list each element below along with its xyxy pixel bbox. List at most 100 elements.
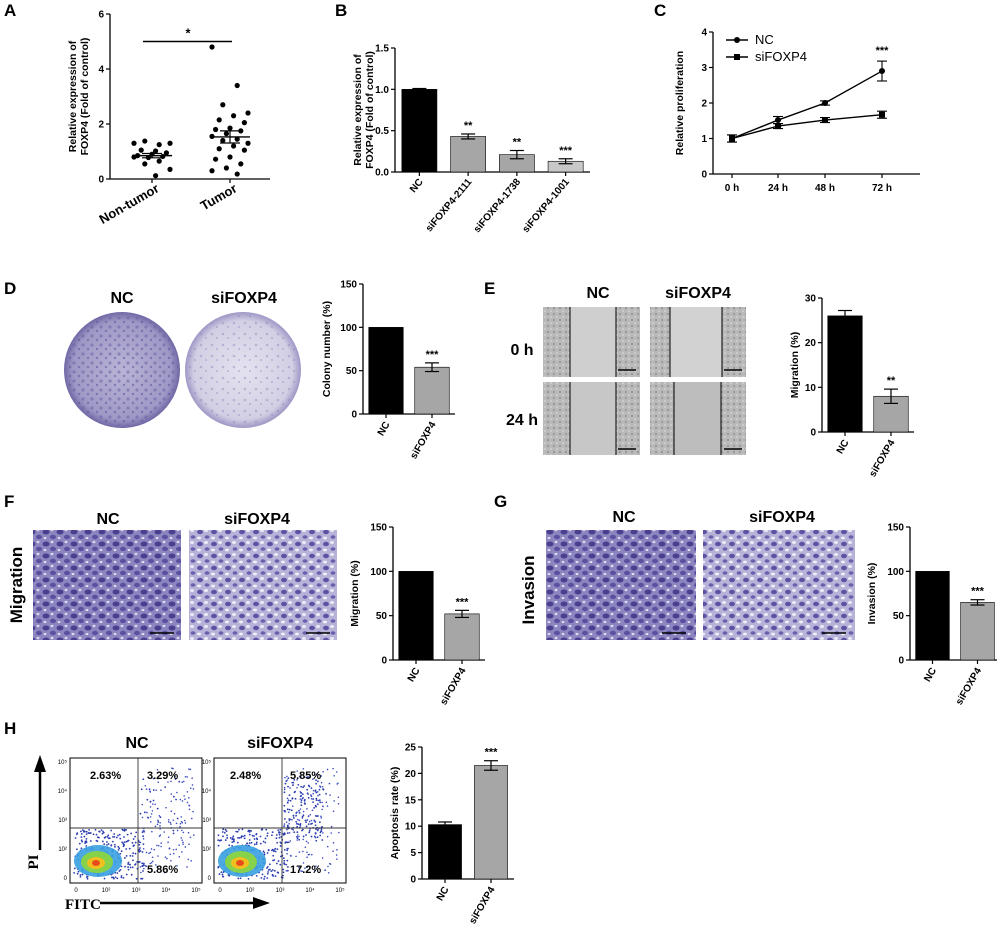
flow-si-event	[295, 855, 297, 858]
flow-nc-event	[175, 798, 177, 801]
flow-nc-event	[179, 822, 182, 825]
flow-nc-event	[157, 781, 160, 783]
flow-nc-event	[189, 836, 192, 839]
flow-nc-event	[131, 866, 134, 869]
flow-si-event	[255, 874, 258, 877]
flow-si-event	[327, 865, 329, 868]
flow-si-event	[315, 799, 318, 802]
flow-si-event	[338, 831, 340, 834]
flow-nc-event	[164, 856, 167, 858]
G-bar	[915, 571, 950, 661]
F-bar	[444, 613, 480, 661]
flow-si-event	[284, 810, 286, 813]
flow-si-event	[335, 854, 338, 856]
flow-nc-event	[117, 845, 120, 848]
chart-f-bar: 0 50 100 150 Migration (%) NC *** siFOXP4	[349, 523, 485, 707]
H-significance: ***	[485, 747, 499, 759]
flow-si-event	[291, 818, 293, 821]
flow-si-event	[300, 799, 303, 802]
flow-nc-event	[106, 836, 109, 838]
flow-si-event	[295, 812, 298, 814]
flow-nc-event	[166, 857, 168, 860]
flow-si-event	[300, 776, 302, 778]
flow-nc-event	[127, 863, 130, 865]
panel-letter-a: A	[4, 1, 16, 20]
flow-si-event	[218, 839, 221, 842]
flow-si-event	[282, 834, 285, 836]
flow-si-event	[282, 868, 285, 871]
flow-nc-event	[124, 865, 126, 868]
flow-nc-event	[182, 780, 185, 783]
flow-si-event	[278, 831, 280, 834]
flow-nc-event	[85, 833, 88, 836]
flow-nc-event	[103, 843, 106, 846]
flow-si-event	[326, 768, 329, 771]
flow-nc-event	[100, 829, 103, 832]
panel-letter-e: E	[484, 279, 495, 298]
flow-si-event	[271, 874, 274, 877]
C-y-tick-label: 4	[701, 28, 707, 39]
flow-nc-event	[141, 865, 144, 868]
G-bar	[960, 602, 995, 661]
A-point	[153, 173, 159, 179]
flow-nc-event	[141, 831, 144, 834]
flow-nc-event	[101, 840, 104, 843]
flow-si-event	[314, 832, 317, 834]
flow-nc-event	[102, 831, 105, 834]
flow-si-event	[321, 801, 323, 804]
B-x-tick-label: NC	[408, 177, 426, 195]
flow-nc-event	[139, 812, 142, 815]
flow-nc-event	[187, 831, 190, 834]
flow-nc-event	[106, 843, 108, 846]
G-x-tick-label: siFOXP4	[954, 666, 984, 707]
e-label-nc: NC	[586, 285, 610, 302]
flow-si-event	[302, 838, 304, 841]
flow-si-event	[287, 799, 290, 802]
flow-si-event	[289, 799, 292, 802]
flow-si-event	[319, 801, 322, 804]
flow-si-event	[302, 810, 305, 813]
flow-si-event	[236, 841, 239, 844]
flow-nc-event	[118, 847, 121, 850]
flow-nc-event	[167, 841, 169, 843]
A-point	[223, 165, 229, 171]
flow-si-event	[247, 877, 250, 880]
flow-si-event	[236, 830, 239, 833]
flow-nc-event	[182, 841, 184, 844]
flow-nc-event	[80, 847, 83, 850]
flow-nc-event	[86, 877, 89, 880]
flow-si-event	[314, 804, 317, 807]
flow-si-event	[283, 859, 286, 862]
flow-nc-event	[155, 864, 157, 866]
flow-nc-event	[73, 867, 76, 870]
flow-nc-event	[112, 876, 115, 879]
flow-si-event	[229, 837, 232, 839]
flow-si-event	[320, 781, 323, 784]
flow-si-event	[299, 823, 301, 826]
flow-si-event	[296, 831, 299, 834]
flow-si-event	[302, 814, 305, 817]
flow-nc-event	[178, 844, 180, 846]
flow-nc-event	[140, 788, 143, 791]
flow-si-event	[321, 808, 323, 811]
C-marker-square	[822, 117, 828, 124]
flow-nc-event	[98, 830, 101, 833]
chart-c-line: 0 1 2 3 4 Relative proliferation 0 h 24 h 48 h 72…	[674, 28, 920, 194]
flow-nc-event	[85, 876, 88, 878]
flow-si-event	[248, 833, 251, 836]
flow-si-y-tick-label: 10²	[202, 847, 211, 853]
flow-si-event	[303, 802, 306, 805]
flow-si-event	[304, 846, 307, 848]
flow-si-event	[315, 839, 318, 842]
flow-si-event	[328, 862, 331, 865]
fitc-label: FITC	[65, 897, 101, 913]
flow-nc-event	[168, 847, 171, 850]
flow-si-event	[298, 809, 300, 812]
colony-dish-nc	[64, 312, 180, 428]
flow-nc-event	[111, 876, 113, 879]
migration-image-sifoxp4	[189, 530, 337, 640]
flow-si-event	[283, 791, 286, 794]
flow-nc-event	[170, 780, 172, 783]
flow-si-event	[241, 828, 244, 831]
D-bar	[368, 327, 404, 415]
